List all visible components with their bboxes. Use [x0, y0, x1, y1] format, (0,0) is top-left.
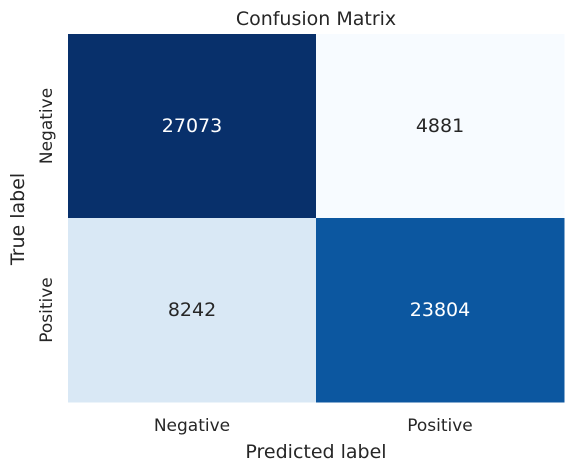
x-tick-label-positive: Positive [407, 416, 473, 436]
heatmap-cells [68, 34, 565, 403]
cell-value-label-0-0: 27073 [162, 115, 222, 137]
cell-value-label-1-1: 23804 [410, 299, 470, 321]
cell-value-label-1-0: 8242 [168, 299, 216, 321]
x-axis-label: Predicted label [245, 441, 386, 463]
y-axis-label: True label [7, 173, 29, 266]
heatmap-cell-labels: 27073 4881 8242 23804 [162, 115, 470, 321]
x-tick-label-negative: Negative [154, 416, 230, 436]
x-axis-ticks: Negative Positive [154, 416, 473, 436]
heatmap-cell-0-1 [316, 34, 565, 219]
heatmap-cell-1-0 [68, 218, 317, 403]
cell-value-label-0-1: 4881 [416, 115, 464, 137]
chart-title: Confusion Matrix [236, 8, 396, 30]
y-tick-label-negative: Negative [37, 88, 57, 164]
heatmap-cell-1-1 [316, 218, 565, 403]
heatmap-cell-0-0 [68, 34, 317, 219]
y-tick-label-positive: Positive [37, 277, 57, 343]
y-axis-ticks: Negative Positive [37, 88, 57, 343]
